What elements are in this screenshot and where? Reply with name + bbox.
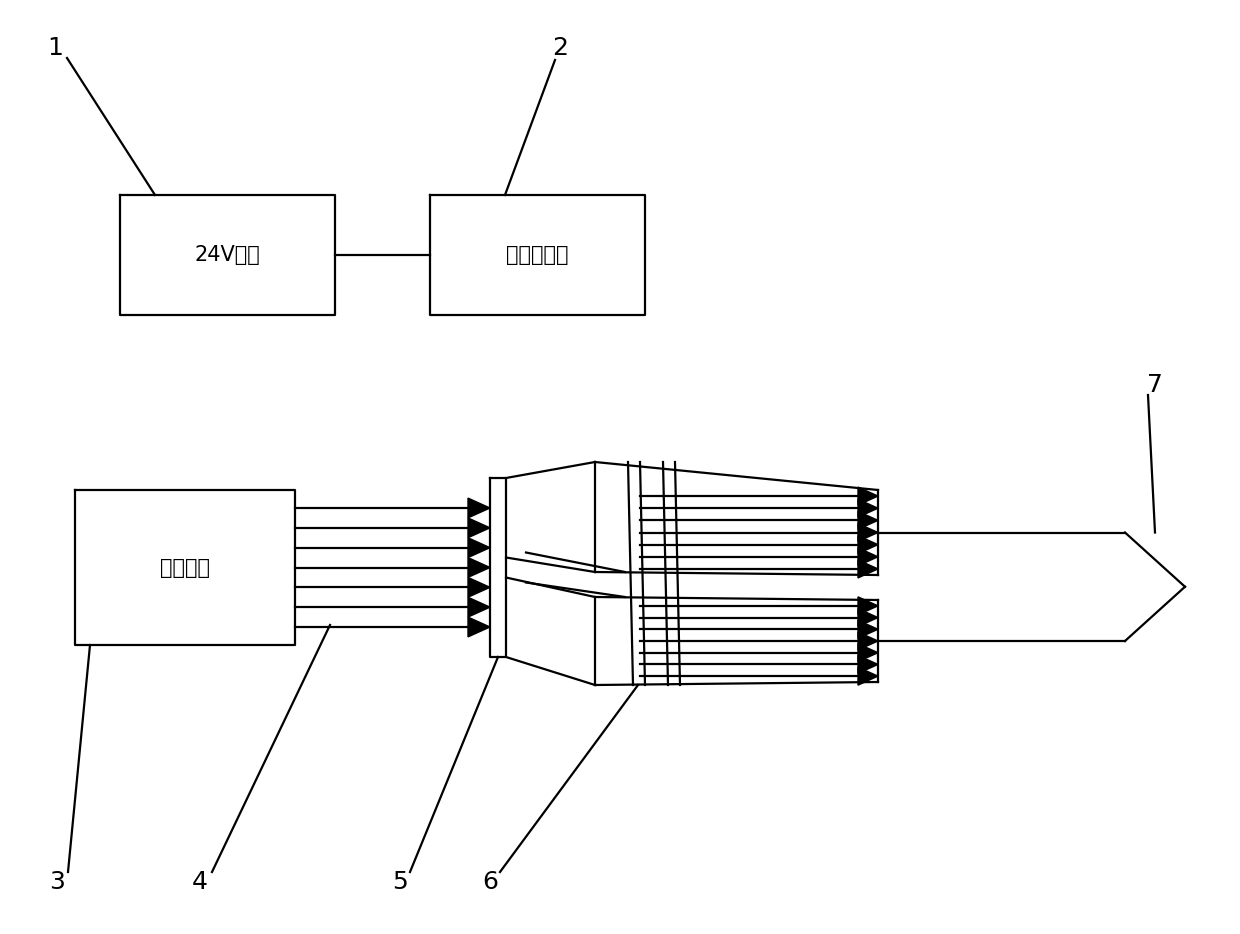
Polygon shape <box>858 487 878 505</box>
Text: 2: 2 <box>552 36 568 60</box>
Polygon shape <box>858 559 878 578</box>
Text: 3: 3 <box>50 870 64 894</box>
Polygon shape <box>858 547 878 566</box>
Polygon shape <box>858 499 878 517</box>
Polygon shape <box>858 511 878 530</box>
Polygon shape <box>467 558 490 577</box>
Polygon shape <box>858 535 878 554</box>
Text: 24V电源: 24V电源 <box>195 245 260 265</box>
Polygon shape <box>858 609 878 627</box>
Polygon shape <box>858 644 878 661</box>
Polygon shape <box>858 632 878 650</box>
Text: 4: 4 <box>192 870 208 894</box>
Text: 1: 1 <box>47 36 63 60</box>
Polygon shape <box>858 656 878 673</box>
Text: 风扇控制器: 风扇控制器 <box>506 245 569 265</box>
Polygon shape <box>858 620 878 638</box>
Text: 5: 5 <box>392 870 408 894</box>
Polygon shape <box>467 597 490 617</box>
Text: 7: 7 <box>1147 373 1163 397</box>
Polygon shape <box>467 538 490 558</box>
Polygon shape <box>467 617 490 637</box>
Text: 6: 6 <box>482 870 498 894</box>
Polygon shape <box>858 523 878 542</box>
Polygon shape <box>467 518 490 538</box>
Polygon shape <box>467 577 490 597</box>
Polygon shape <box>467 498 490 517</box>
Polygon shape <box>858 667 878 686</box>
Text: 供风系统: 供风系统 <box>160 558 210 577</box>
Polygon shape <box>858 597 878 615</box>
